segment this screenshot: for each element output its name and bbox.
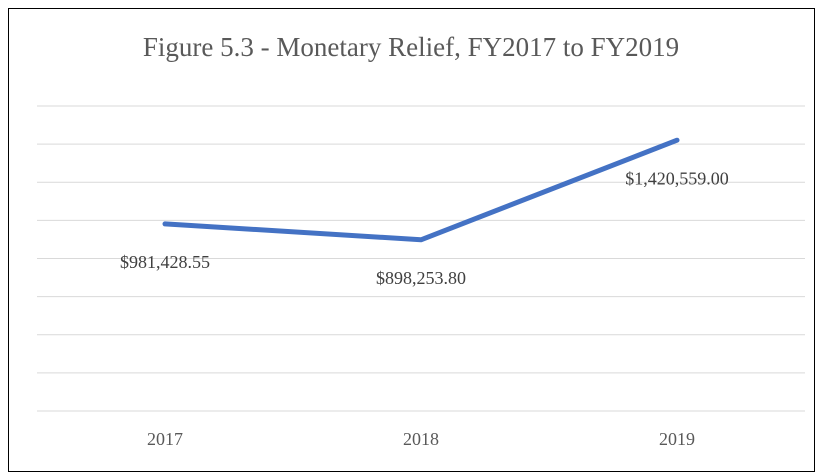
data-label: $981,428.55 bbox=[120, 252, 210, 272]
data-label: $898,253.80 bbox=[376, 268, 466, 288]
data-label: $1,420,559.00 bbox=[625, 168, 729, 188]
x-tick-label: 2017 bbox=[147, 429, 183, 449]
data-line bbox=[162, 137, 680, 243]
chart-title: Figure 5.3 - Monetary Relief, FY2017 to … bbox=[143, 32, 679, 62]
x-tick-label: 2018 bbox=[403, 429, 439, 449]
x-tick-label: 2019 bbox=[659, 429, 695, 449]
